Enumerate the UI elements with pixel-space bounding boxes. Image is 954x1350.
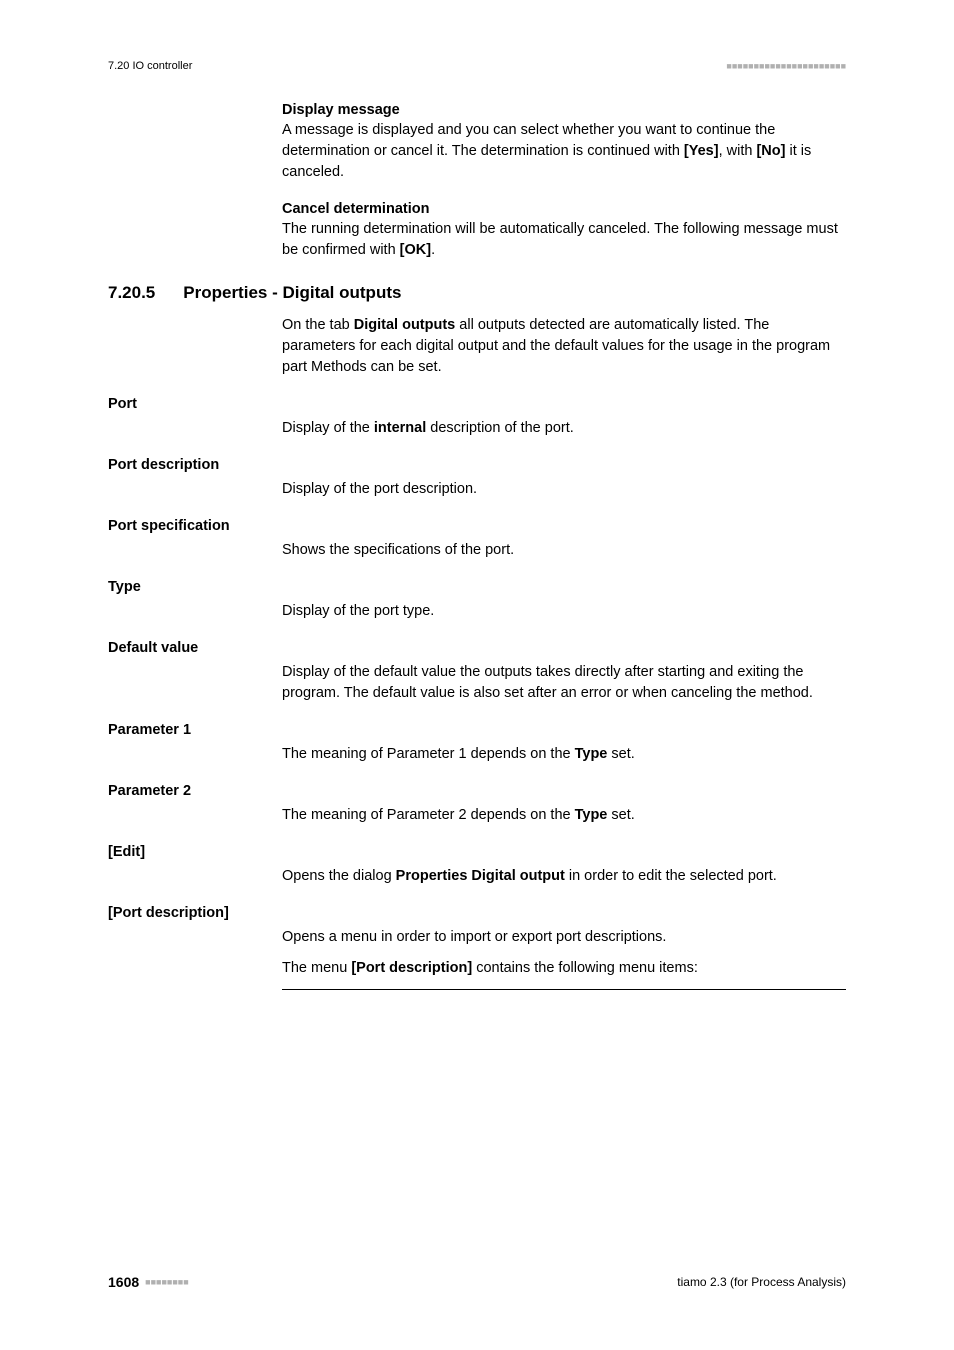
footer-decoration: ■■■■■■■■	[145, 1277, 189, 1287]
definition-row: [Edit] Opens the dialog Properties Digita…	[108, 844, 846, 887]
definition-body: The meaning of Parameter 2 depends on th…	[282, 805, 846, 826]
section-intro: On the tab Digital outputs all outputs d…	[282, 315, 846, 378]
page-footer: 1608 ■■■■■■■■ tiamo 2.3 (for Process Ana…	[108, 1274, 846, 1290]
intro-item: Cancel determination The running determin…	[282, 201, 846, 261]
definition-row: [Port description] Opens a menu in order …	[108, 905, 846, 979]
definition-term: Port	[108, 396, 846, 412]
definition-row: Port specification Shows the specificatio…	[108, 518, 846, 561]
definition-term: Parameter 2	[108, 783, 846, 799]
definition-row: Parameter 1 The meaning of Parameter 1 de…	[108, 722, 846, 765]
section-title: Properties - Digital outputs	[183, 283, 401, 303]
definition-row: Port Display of the internal description …	[108, 396, 846, 439]
section-heading: 7.20.5 Properties - Digital outputs	[108, 283, 846, 303]
definition-body: The meaning of Parameter 1 depends on th…	[282, 744, 846, 765]
definition-body: Display of the port type.	[282, 601, 846, 622]
definition-term: Port specification	[108, 518, 846, 534]
header-decoration: ■■■■■■■■■■■■■■■■■■■■■■	[726, 61, 846, 71]
definition-term: Type	[108, 579, 846, 595]
intro-item-title: Cancel determination	[282, 201, 846, 217]
intro-item-body: The running determination will be automa…	[282, 219, 846, 261]
definition-term: Parameter 1	[108, 722, 846, 738]
header-section-label: 7.20 IO controller	[108, 60, 192, 72]
definition-row: Parameter 2 The meaning of Parameter 2 de…	[108, 783, 846, 826]
intro-item-title: Display message	[282, 102, 846, 118]
definition-extra: The menu [Port description] contains the…	[282, 958, 846, 979]
divider	[282, 989, 846, 990]
page-number: 1608	[108, 1274, 139, 1290]
definition-body: Opens a menu in order to import or expor…	[282, 927, 846, 948]
definition-body: Display of the port description.	[282, 479, 846, 500]
intro-item: Display message A message is displayed an…	[282, 102, 846, 183]
definition-body: Display of the default value the outputs…	[282, 662, 846, 704]
page-header: 7.20 IO controller ■■■■■■■■■■■■■■■■■■■■■…	[108, 60, 846, 72]
definition-row: Type Display of the port type.	[108, 579, 846, 622]
definition-body: Display of the internal description of t…	[282, 418, 846, 439]
footer-product-label: tiamo 2.3 (for Process Analysis)	[677, 1275, 846, 1289]
definition-row: Port description Display of the port desc…	[108, 457, 846, 500]
definition-row: Default value Display of the default valu…	[108, 640, 846, 704]
definition-body: Opens the dialog Properties Digital outp…	[282, 866, 846, 887]
definition-term: Port description	[108, 457, 846, 473]
intro-item-body: A message is displayed and you can selec…	[282, 120, 846, 183]
definition-body: Shows the specifications of the port.	[282, 540, 846, 561]
definition-term: [Port description]	[108, 905, 846, 921]
section-number: 7.20.5	[108, 283, 155, 303]
definition-term: [Edit]	[108, 844, 846, 860]
definition-term: Default value	[108, 640, 846, 656]
